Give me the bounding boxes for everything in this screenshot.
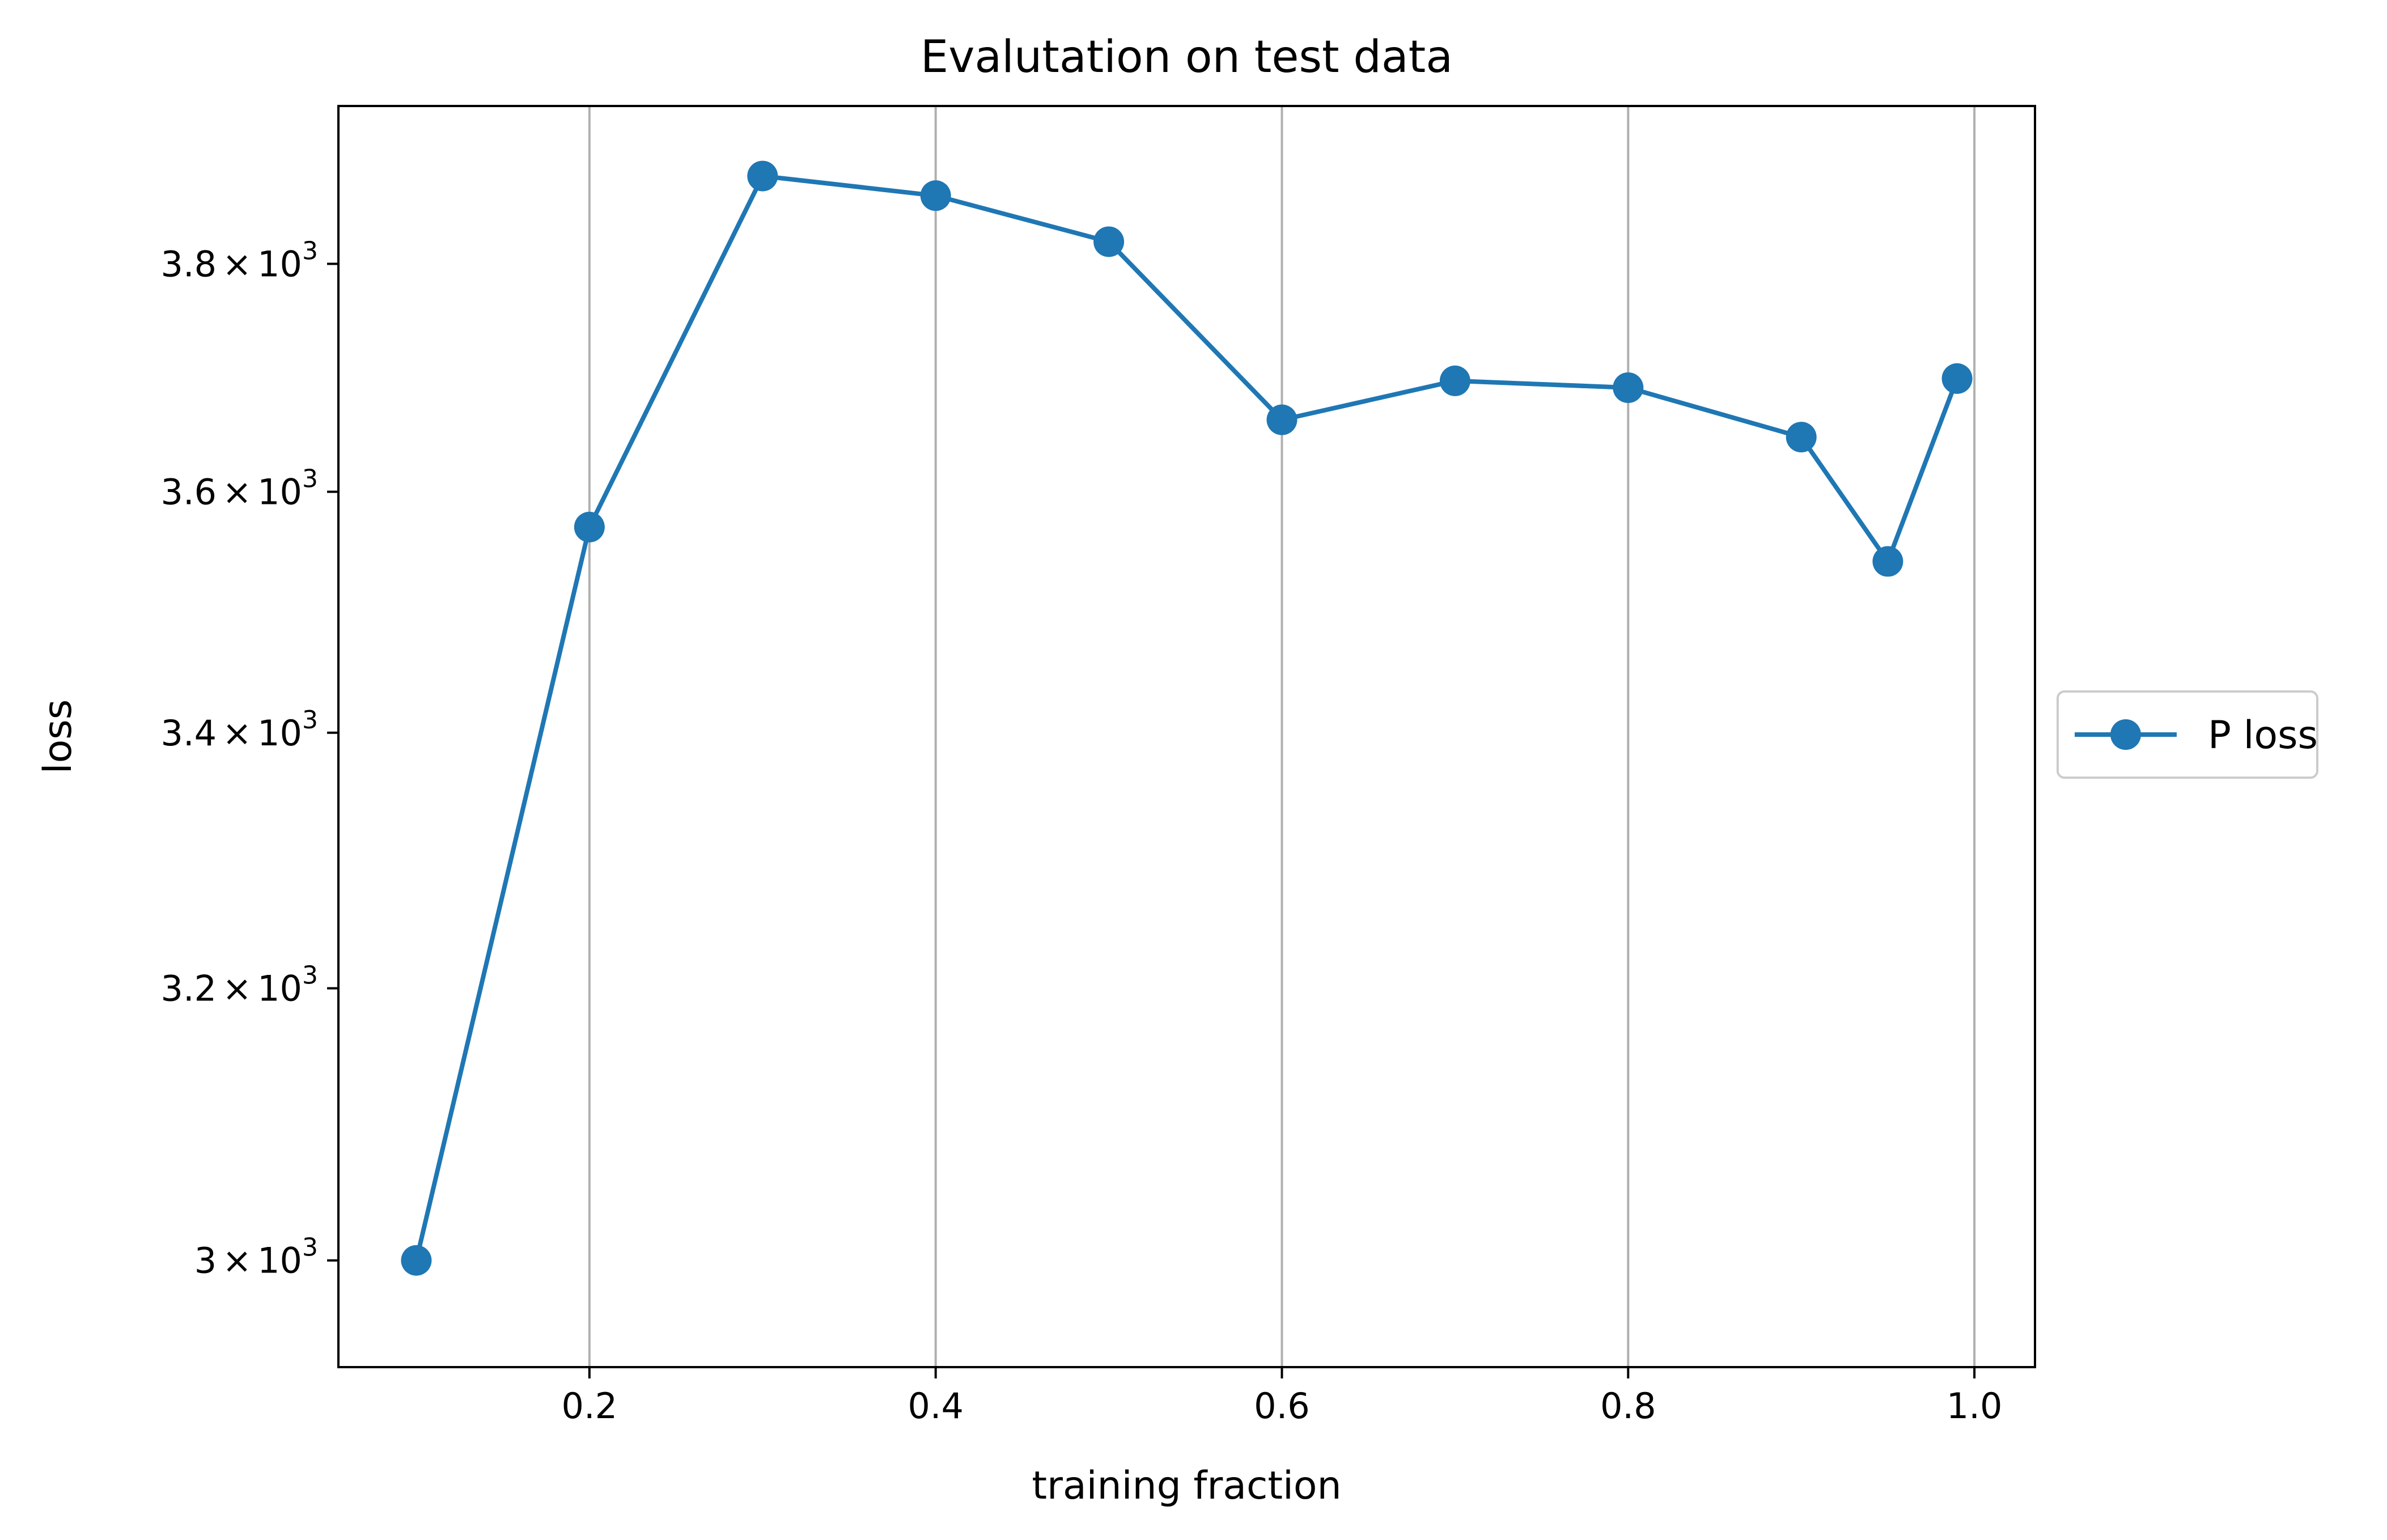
data-point: [1941, 363, 1973, 394]
y-tick-times: ×: [222, 244, 252, 285]
y-tick-times: ×: [222, 712, 252, 754]
chart-title: Evalutation on test data: [921, 32, 1453, 83]
x-axis-ticks: 0.2 0.4 0.6 0.8 1.0: [562, 1367, 2003, 1427]
y-axis-label: loss: [36, 699, 80, 774]
y-tick-mantissa: 3.4: [161, 712, 217, 754]
y-tick-times: ×: [222, 968, 252, 1009]
y-tick-exponent: 3: [302, 706, 318, 735]
y-tick-base: 10: [257, 712, 302, 754]
legend-box: [2057, 690, 2318, 779]
data-point: [1872, 546, 1903, 577]
x-tick-label: 0.8: [1600, 1385, 1656, 1427]
y-tick-mantissa: 3.2: [161, 968, 217, 1009]
y-tick-times: ×: [222, 472, 252, 513]
y-tick-base: 10: [257, 472, 302, 513]
series-layer: [401, 160, 1973, 1276]
x-tick-label: 0.4: [908, 1385, 964, 1427]
y-tick-label: 3.6 × 103: [161, 465, 318, 513]
legend-marker: [2110, 719, 2141, 750]
y-tick-label: 3.8 × 103: [161, 237, 318, 285]
data-point: [1093, 226, 1125, 257]
x-axis-label: training fraction: [1032, 1463, 1341, 1508]
y-tick-base: 10: [257, 1240, 302, 1282]
legend-label: P loss: [2208, 713, 2318, 758]
y-tick-base: 10: [257, 244, 302, 285]
data-point: [1786, 422, 1817, 453]
data-point: [401, 1245, 432, 1276]
x-tick-label: 1.0: [1947, 1385, 2003, 1427]
y-tick-exponent: 3: [302, 237, 318, 266]
x-tick-label: 0.2: [562, 1385, 618, 1427]
grid-lines: [588, 106, 1976, 1367]
data-point: [920, 180, 951, 211]
y-tick-label: 3.2 × 103: [161, 961, 318, 1009]
y-tick-times: ×: [222, 1240, 252, 1282]
data-point: [747, 160, 778, 192]
y-tick-label: 3 × 103: [194, 1233, 318, 1282]
y-tick-base: 10: [257, 968, 302, 1009]
data-point: [1266, 404, 1298, 435]
y-tick-exponent: 3: [302, 1233, 318, 1262]
data-point: [574, 511, 605, 542]
y-tick-exponent: 3: [302, 465, 318, 494]
y-tick-label: 3.4 × 103: [161, 706, 318, 754]
data-point: [1439, 365, 1470, 396]
y-tick-mantissa: 3: [194, 1240, 217, 1282]
x-tick-label: 0.6: [1254, 1385, 1310, 1427]
y-tick-exponent: 3: [302, 961, 318, 990]
plot-area-frame: [337, 105, 2036, 1368]
y-tick-mantissa: 3.8: [161, 244, 217, 285]
legend: P loss: [2057, 690, 2318, 779]
data-point: [1613, 372, 1644, 404]
y-tick-mantissa: 3.6: [161, 472, 217, 513]
